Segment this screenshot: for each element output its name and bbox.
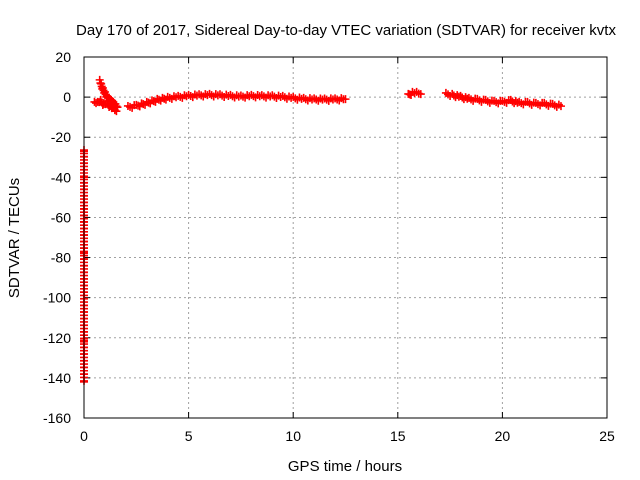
data-point-marker: [112, 107, 121, 116]
data-point-marker: [556, 102, 565, 111]
y-tick-label: -160: [43, 410, 71, 426]
x-tick-label: 15: [390, 428, 406, 444]
data-point-marker: [158, 93, 167, 102]
y-tick-label: -20: [51, 129, 71, 145]
x-tick-label: 20: [495, 428, 511, 444]
y-tick-label: 20: [55, 49, 71, 65]
series-segment: [441, 88, 565, 111]
series-segment: [123, 89, 350, 112]
data-point-marker: [416, 90, 425, 99]
chart-title: Day 170 of 2017, Sidereal Day-to-day VTE…: [76, 22, 616, 39]
data-point-marker: [341, 95, 350, 104]
y-tick-label: -60: [51, 209, 71, 225]
y-tick-label: -80: [51, 250, 71, 266]
x-tick-label: 10: [285, 428, 301, 444]
grid-lines: [84, 57, 607, 418]
y-tick-label: -140: [43, 370, 71, 386]
y-tick-label: 0: [63, 89, 71, 105]
y-tick-label: -40: [51, 169, 71, 185]
x-tick-label: 5: [185, 428, 193, 444]
x-axis-label: GPS time / hours: [288, 458, 402, 475]
axis-ticks: 0 5 10 15 20 25 20 0 -20 -40 -60 -80 -100 -120 -140 -16…: [43, 49, 615, 444]
series-segment: [95, 75, 122, 112]
y-tick-label: -100: [43, 290, 71, 306]
x-tick-label: 25: [599, 428, 615, 444]
series-segment: [404, 87, 425, 99]
series-segment: [90, 95, 121, 116]
plot-frame: [83, 56, 608, 419]
data-series: [80, 75, 565, 385]
x-tick-label: 0: [80, 428, 88, 444]
y-tick-label: -120: [43, 330, 71, 346]
data-point-marker: [153, 94, 162, 103]
data-point-marker: [110, 106, 119, 115]
y-axis-label: SDTVAR / TECUs: [6, 178, 23, 298]
